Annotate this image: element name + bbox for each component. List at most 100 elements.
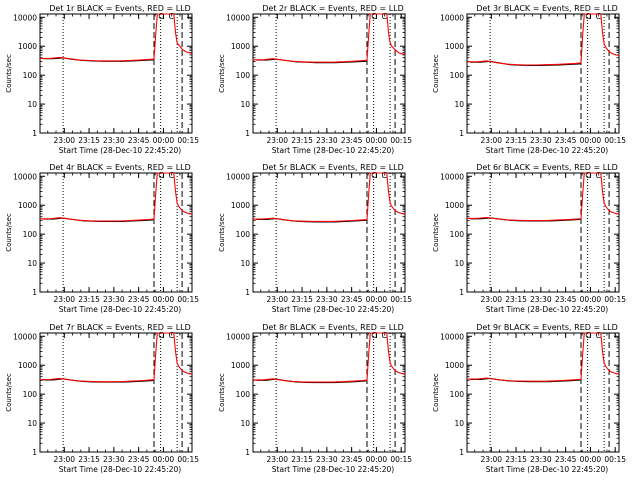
marker-label: C xyxy=(382,12,388,21)
plot-frame xyxy=(39,13,193,134)
marker-label: O xyxy=(585,331,591,340)
panel-title: Det 7r BLACK = Events, RED = LLD xyxy=(49,323,191,332)
marker-label: O xyxy=(585,171,591,180)
x-tick-label: 00:15 xyxy=(390,295,412,304)
y-tick-label: 10 xyxy=(27,419,37,428)
x-axis-label: Start Time (28-Dec-10 22:45:20) xyxy=(272,305,394,314)
series-line-lld xyxy=(253,13,406,63)
series-line-lld xyxy=(253,332,406,383)
x-axis-label: Start Time (28-Dec-10 22:45:20) xyxy=(272,465,394,474)
x-tick-label: 00:00 xyxy=(366,455,388,464)
x-tick-label: 23:15 xyxy=(505,136,527,145)
x-tick-label: 23:45 xyxy=(555,455,577,464)
y-tick-label: 1000 xyxy=(445,201,464,210)
y-axis-label: Counts/sec xyxy=(218,373,226,412)
chart-panel-8: 1 10 100 1000 10000 23:00 23:15 23:30 23:45 00:00… xyxy=(218,323,412,474)
y-tick-label: 10 xyxy=(454,259,464,268)
plot-frame xyxy=(466,172,620,293)
x-tick-label: 00:00 xyxy=(580,455,602,464)
marker-label: C xyxy=(596,331,602,340)
series-line-lld xyxy=(467,172,620,222)
y-tick-label: 10000 xyxy=(440,332,464,341)
x-tick-label: 00:15 xyxy=(604,295,626,304)
y-tick-label: 1 xyxy=(32,288,37,297)
y-tick-label: 10 xyxy=(27,100,37,109)
x-tick-label: 23:45 xyxy=(555,136,577,145)
y-tick-label: 100 xyxy=(236,390,251,399)
chart-panel-6: 1 10 100 1000 10000 23:00 23:15 23:30 23:45 00:00… xyxy=(432,163,626,314)
x-tick-label: 23:30 xyxy=(530,455,552,464)
series-line-lld xyxy=(40,172,193,222)
y-axis-label: Counts/sec xyxy=(432,213,440,252)
x-tick-label: 00:00 xyxy=(366,295,388,304)
marker-label: O xyxy=(371,12,377,21)
panel-title: Det 3r BLACK = Events, RED = LLD xyxy=(476,4,618,13)
x-tick-label: 23:45 xyxy=(341,136,363,145)
y-tick-label: 100 xyxy=(23,390,38,399)
y-tick-label: 1000 xyxy=(18,201,37,210)
marker-label: C xyxy=(382,331,388,340)
x-tick-label: 23:45 xyxy=(341,295,363,304)
x-tick-label: 00:00 xyxy=(580,295,602,304)
y-tick-label: 1 xyxy=(245,288,250,297)
x-axis-label: Start Time (28-Dec-10 22:45:20) xyxy=(59,146,181,155)
x-tick-label: 23:00 xyxy=(53,455,75,464)
x-tick-label: 23:15 xyxy=(291,455,313,464)
marker-label: O xyxy=(371,331,377,340)
plot-frame xyxy=(39,332,193,453)
x-tick-label: 23:15 xyxy=(505,455,527,464)
x-tick-label: 23:30 xyxy=(103,136,125,145)
series-line-lld xyxy=(253,172,406,222)
y-tick-label: 1000 xyxy=(18,42,37,51)
plot-frame xyxy=(39,172,193,293)
chart-panel-7: 1 10 100 1000 10000 23:00 23:15 23:30 23:45 00:00… xyxy=(5,323,199,474)
marker-label: C xyxy=(169,12,175,21)
y-tick-label: 10000 xyxy=(226,172,250,181)
x-tick-label: 00:15 xyxy=(604,136,626,145)
y-tick-label: 1 xyxy=(459,448,464,457)
plot-frame xyxy=(466,13,620,134)
y-tick-label: 10 xyxy=(27,259,37,268)
y-tick-label: 100 xyxy=(23,230,38,239)
x-tick-label: 23:45 xyxy=(128,136,150,145)
x-tick-label: 23:45 xyxy=(128,295,150,304)
marker-label: C xyxy=(382,171,388,180)
x-tick-label: 23:00 xyxy=(480,136,502,145)
x-tick-label: 00:00 xyxy=(153,455,175,464)
y-tick-label: 10000 xyxy=(440,13,464,22)
y-tick-label: 10 xyxy=(454,100,464,109)
x-tick-label: 23:15 xyxy=(505,295,527,304)
chart-panel-9: 1 10 100 1000 10000 23:00 23:15 23:30 23:45 00:00… xyxy=(432,323,626,474)
y-tick-label: 10 xyxy=(240,419,250,428)
x-tick-label: 23:45 xyxy=(128,455,150,464)
x-tick-label: 00:15 xyxy=(604,455,626,464)
series-line-lld xyxy=(467,332,620,382)
y-tick-label: 10000 xyxy=(13,332,37,341)
marker-label: C xyxy=(596,12,602,21)
panel-title: Det 4r BLACK = Events, RED = LLD xyxy=(49,163,191,172)
marker-label: O xyxy=(158,12,164,21)
y-tick-label: 1 xyxy=(245,129,250,138)
marker-label: C xyxy=(596,171,602,180)
x-axis-label: Start Time (28-Dec-10 22:45:20) xyxy=(59,305,181,314)
x-tick-label: 00:00 xyxy=(153,136,175,145)
x-axis-label: Start Time (28-Dec-10 22:45:20) xyxy=(272,146,394,155)
y-tick-label: 100 xyxy=(450,71,465,80)
plot-frame xyxy=(466,332,620,453)
y-axis-label: Counts/sec xyxy=(432,373,440,412)
y-tick-label: 100 xyxy=(23,71,38,80)
series-line-lld xyxy=(40,13,193,62)
chart-panel-1: 1 10 100 1000 10000 23:00 23:15 23:30 23:45 00:00… xyxy=(5,4,199,155)
plot-frame xyxy=(252,172,406,293)
x-tick-label: 23:30 xyxy=(316,295,338,304)
marker-label: O xyxy=(585,12,591,21)
x-tick-label: 00:15 xyxy=(390,136,412,145)
plot-frame xyxy=(252,13,406,134)
x-tick-label: 00:15 xyxy=(177,455,199,464)
y-tick-label: 10000 xyxy=(226,13,250,22)
x-tick-label: 23:30 xyxy=(103,455,125,464)
y-tick-label: 1000 xyxy=(18,361,37,370)
x-tick-label: 23:00 xyxy=(266,295,288,304)
